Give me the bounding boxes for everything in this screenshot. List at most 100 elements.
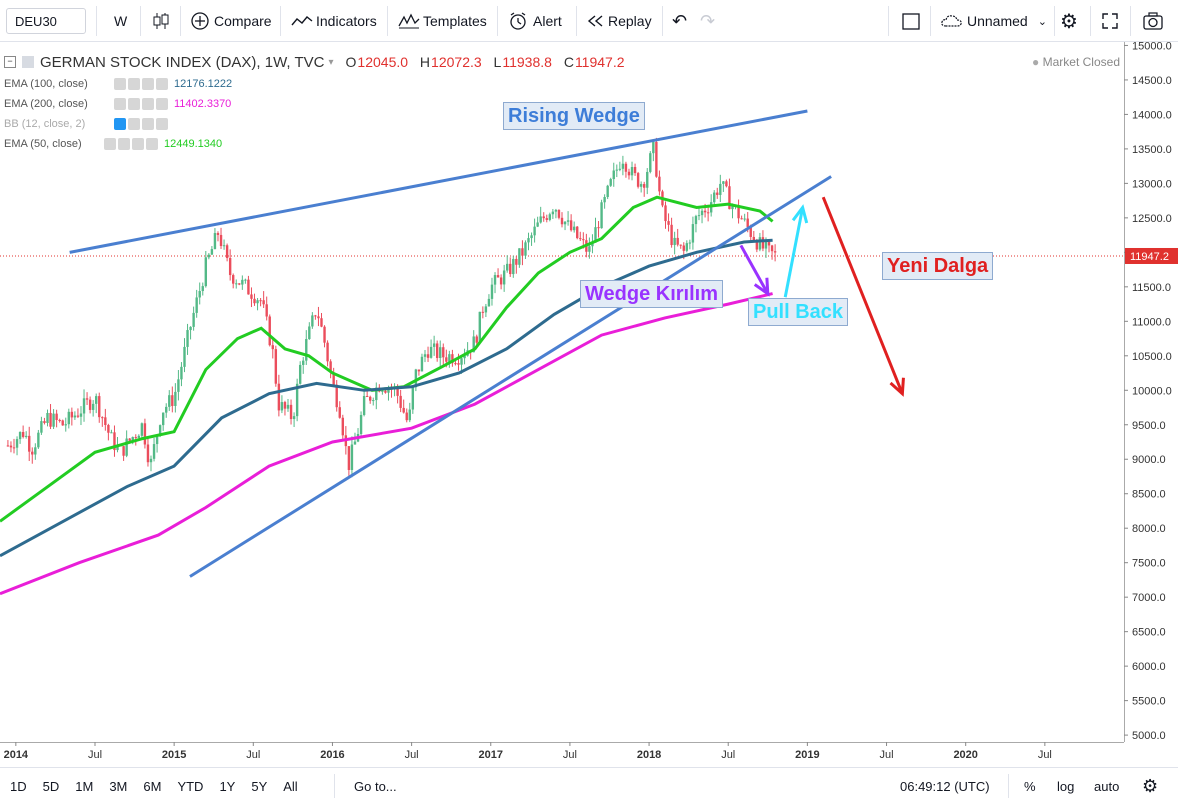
auto-toggle[interactable]: auto xyxy=(1094,768,1119,804)
last-price-tag xyxy=(1125,247,1178,264)
candle-body xyxy=(149,458,153,463)
gear-icon[interactable] xyxy=(128,118,140,130)
candle-body xyxy=(667,221,670,225)
candle-body xyxy=(402,407,405,413)
symbol-search[interactable]: DEU30 xyxy=(6,0,86,42)
wedge-lower-line xyxy=(189,175,832,578)
candle-body xyxy=(597,227,600,229)
range-5d[interactable]: 5D xyxy=(42,778,60,794)
candle-body xyxy=(725,181,728,187)
close-value: 11947.2 xyxy=(574,54,625,70)
candle-body xyxy=(180,366,183,380)
y-tick-label: 11000.0 xyxy=(1132,316,1171,328)
gear-icon[interactable] xyxy=(128,78,140,90)
candle-body xyxy=(338,407,341,418)
range-5y[interactable]: 5Y xyxy=(251,778,268,794)
range-3m[interactable]: 3M xyxy=(109,778,128,794)
candle-body xyxy=(572,226,576,231)
gear-icon[interactable] xyxy=(128,98,140,110)
close-icon[interactable] xyxy=(156,78,168,90)
templates-button[interactable]: Templates xyxy=(397,0,487,42)
fullscreen-toggle[interactable] xyxy=(901,0,921,42)
x-tick-label: 2017 xyxy=(479,749,503,761)
break-arrow-head xyxy=(753,277,770,297)
expand-button[interactable] xyxy=(1100,0,1120,42)
gear-icon: ⚙ xyxy=(1060,10,1078,33)
price-chart[interactable]: 5000.0 5500.0 6000.0 6500.0 7000.0 7500.0 8000… xyxy=(0,42,1178,767)
log-toggle[interactable]: log xyxy=(1057,768,1074,804)
eye-icon[interactable] xyxy=(114,118,126,130)
candle-body xyxy=(530,235,533,239)
ema-line-ema-50-close- xyxy=(0,195,774,523)
goto-button[interactable]: Go to... xyxy=(354,768,397,804)
alert-button[interactable]: Alert xyxy=(507,0,562,42)
y-tick-label: 6000.0 xyxy=(1132,661,1166,673)
candle-body xyxy=(152,444,156,459)
y-tick-label: 7500.0 xyxy=(1132,558,1166,570)
candle-body xyxy=(676,237,679,245)
candle-body xyxy=(40,421,43,433)
snapshot-button[interactable] xyxy=(1142,0,1164,42)
candle-body xyxy=(615,169,618,171)
layout-menu[interactable]: Unnamed ⌄ xyxy=(940,0,1047,42)
chart-type-button[interactable] xyxy=(150,0,172,42)
close-icon[interactable] xyxy=(146,138,158,150)
candle-body xyxy=(61,420,64,426)
redo-button[interactable]: ↷ xyxy=(700,0,715,42)
plus-icon[interactable] xyxy=(142,78,154,90)
candle-body xyxy=(213,233,217,250)
range-ytd[interactable]: YTD xyxy=(177,778,204,794)
range-all[interactable]: All xyxy=(283,778,298,794)
range-1d[interactable]: 1D xyxy=(10,778,27,794)
candle-body xyxy=(612,170,615,180)
candle-body xyxy=(79,413,83,417)
symbol-input[interactable]: DEU30 xyxy=(6,8,86,34)
chevron-down-icon[interactable]: ▾ xyxy=(328,56,334,68)
eye-icon[interactable] xyxy=(114,78,126,90)
legend-indicator-ema200[interactable]: EMA (200, close) 11402.3370 xyxy=(4,94,625,114)
x-tick-label: Jul xyxy=(563,749,577,761)
close-label: C xyxy=(563,54,574,70)
templates-icon xyxy=(398,13,420,29)
compare-button[interactable]: Compare xyxy=(190,0,272,42)
x-tick-label: Jul xyxy=(721,749,735,761)
indicator-name: BB (12, close, 2) xyxy=(4,118,86,130)
interval-button[interactable]: W xyxy=(114,0,127,42)
range-1y[interactable]: 1Y xyxy=(219,778,236,794)
legend-indicator-ema50[interactable]: EMA (50, close) 12449.1340 xyxy=(4,134,625,154)
gear-icon[interactable] xyxy=(118,138,130,150)
candle-body xyxy=(493,275,497,285)
candle-body xyxy=(706,212,710,214)
undo-button[interactable]: ↶ xyxy=(672,0,687,42)
legend-indicator-ema100[interactable]: EMA (100, close) 12176.1222 xyxy=(4,74,625,94)
chart-area[interactable]: 5000.0 5500.0 6000.0 6500.0 7000.0 7500.0 8000… xyxy=(0,42,1178,767)
candle-body xyxy=(481,311,485,313)
candle-body xyxy=(420,356,424,372)
indicators-button[interactable]: Indicators xyxy=(290,0,377,42)
percent-toggle[interactable]: % xyxy=(1024,768,1036,804)
plus-icon[interactable] xyxy=(142,118,154,130)
close-icon[interactable] xyxy=(156,118,168,130)
candle-body xyxy=(411,387,415,410)
x-tick-label: 2020 xyxy=(953,749,977,761)
eye-icon[interactable] xyxy=(104,138,116,150)
x-tick-label: Jul xyxy=(880,749,894,761)
plus-icon[interactable] xyxy=(142,98,154,110)
chart-settings-button[interactable]: ⚙ xyxy=(1142,768,1158,804)
settings-button[interactable]: ⚙ xyxy=(1060,0,1078,42)
candle-body xyxy=(244,279,247,281)
candle-body xyxy=(655,141,658,177)
replay-button[interactable]: Replay xyxy=(586,0,652,42)
clock[interactable]: 06:49:12 (UTC) xyxy=(900,768,990,804)
candle-body xyxy=(716,192,719,195)
range-1m[interactable]: 1M xyxy=(75,778,94,794)
candle-body xyxy=(560,217,564,225)
eye-icon[interactable] xyxy=(114,98,126,110)
plus-icon[interactable] xyxy=(132,138,144,150)
close-icon[interactable] xyxy=(156,98,168,110)
legend-indicator-bb[interactable]: BB (12, close, 2) xyxy=(4,114,625,134)
range-6m[interactable]: 6M xyxy=(143,778,162,794)
collapse-icon[interactable]: − xyxy=(4,56,16,68)
candle-body xyxy=(9,445,13,448)
candle-body xyxy=(691,224,695,243)
